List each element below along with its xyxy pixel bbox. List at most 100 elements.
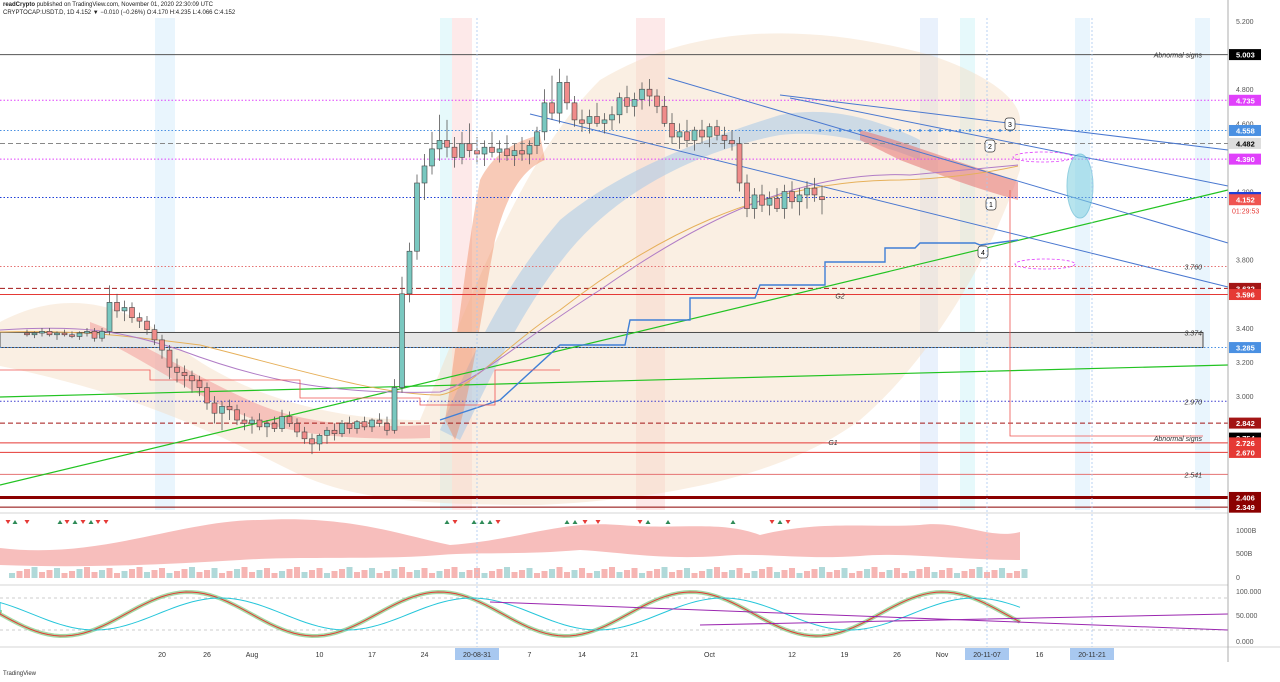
- candle[interactable]: [766, 191, 773, 216]
- candle[interactable]: [264, 420, 270, 438]
- price-label[interactable]: 4.152: [1229, 194, 1261, 206]
- candle[interactable]: [84, 327, 90, 337]
- candle[interactable]: [166, 345, 173, 380]
- candle[interactable]: [669, 113, 675, 144]
- price-label[interactable]: 4.735: [1229, 94, 1261, 106]
- price-label[interactable]: 3.632: [1229, 282, 1261, 294]
- candle[interactable]: [511, 143, 518, 166]
- candle[interactable]: [339, 420, 345, 438]
- candle[interactable]: [331, 423, 338, 441]
- candle[interactable]: [121, 300, 128, 322]
- candlesticks[interactable]: [24, 68, 825, 455]
- candle[interactable]: [256, 413, 263, 431]
- candle[interactable]: [444, 119, 450, 158]
- candle[interactable]: [699, 119, 705, 144]
- candle[interactable]: [579, 109, 585, 132]
- candle[interactable]: [46, 327, 53, 337]
- candle[interactable]: [534, 126, 540, 155]
- candle[interactable]: [106, 285, 113, 335]
- candle[interactable]: [691, 126, 698, 151]
- candle[interactable]: [819, 185, 825, 215]
- candle[interactable]: [361, 416, 368, 431]
- candle[interactable]: [189, 370, 195, 393]
- candle[interactable]: [684, 119, 690, 148]
- candle[interactable]: [151, 324, 158, 345]
- candle[interactable]: [406, 242, 413, 303]
- candle[interactable]: [174, 358, 180, 383]
- candle[interactable]: [61, 329, 68, 337]
- candle[interactable]: [564, 75, 570, 110]
- candle[interactable]: [804, 181, 810, 209]
- candle[interactable]: [504, 135, 510, 161]
- candle[interactable]: [39, 327, 45, 337]
- candle[interactable]: [414, 174, 420, 260]
- candle[interactable]: [811, 177, 818, 202]
- price-label[interactable]: 2.842: [1229, 417, 1261, 429]
- candle[interactable]: [159, 334, 165, 359]
- price-label[interactable]: 4.558: [1229, 124, 1261, 136]
- candle[interactable]: [541, 89, 548, 141]
- candle[interactable]: [654, 89, 660, 114]
- price-label[interactable]: 2.670: [1229, 446, 1261, 458]
- candle[interactable]: [181, 365, 188, 388]
- price-label[interactable]: 4.482: [1229, 137, 1261, 149]
- candle[interactable]: [76, 331, 83, 340]
- candle[interactable]: [556, 68, 563, 124]
- candle[interactable]: [54, 331, 60, 340]
- candle[interactable]: [91, 327, 98, 342]
- price-label[interactable]: 2.406: [1229, 491, 1261, 503]
- candle[interactable]: [144, 316, 150, 335]
- candle[interactable]: [706, 123, 713, 148]
- candle[interactable]: [241, 413, 248, 431]
- candle[interactable]: [774, 188, 780, 212]
- candle[interactable]: [271, 416, 278, 432]
- candle[interactable]: [211, 396, 218, 424]
- candle[interactable]: [136, 312, 143, 328]
- candle[interactable]: [624, 85, 630, 114]
- candle[interactable]: [549, 75, 555, 120]
- candle[interactable]: [526, 140, 533, 165]
- price-label[interactable]: 4.390: [1229, 153, 1261, 165]
- candle[interactable]: [481, 140, 488, 166]
- candle[interactable]: [391, 379, 398, 434]
- price-label[interactable]: 5.003: [1229, 49, 1261, 61]
- candle[interactable]: [489, 131, 495, 158]
- candle[interactable]: [301, 426, 308, 444]
- candle[interactable]: [436, 114, 443, 161]
- candle[interactable]: [736, 136, 743, 192]
- candle[interactable]: [354, 420, 360, 434]
- candle[interactable]: [114, 293, 120, 318]
- candle[interactable]: [384, 416, 390, 436]
- candle[interactable]: [316, 433, 323, 451]
- candle[interactable]: [451, 136, 458, 168]
- candle[interactable]: [234, 404, 240, 426]
- candle[interactable]: [721, 126, 728, 149]
- candle[interactable]: [586, 109, 593, 134]
- candle[interactable]: [616, 92, 623, 124]
- price-label[interactable]: 2.349: [1229, 501, 1261, 513]
- candle[interactable]: [519, 136, 525, 161]
- candle[interactable]: [219, 401, 225, 431]
- candle[interactable]: [31, 331, 38, 339]
- candle[interactable]: [279, 409, 285, 432]
- candle[interactable]: [226, 399, 233, 421]
- candle[interactable]: [346, 416, 353, 434]
- candle[interactable]: [496, 140, 503, 163]
- candle[interactable]: [429, 131, 435, 175]
- candle[interactable]: [369, 418, 375, 432]
- candle[interactable]: [714, 119, 720, 141]
- candle[interactable]: [676, 123, 683, 149]
- candle[interactable]: [631, 92, 638, 117]
- candle[interactable]: [249, 416, 255, 434]
- price-axis[interactable]: 5.2004.8004.6004.2003.8003.4003.2003.000…: [1227, 0, 1280, 662]
- price-label[interactable]: 2.726: [1229, 437, 1261, 449]
- candle[interactable]: [744, 174, 750, 218]
- candle[interactable]: [309, 433, 315, 455]
- candle[interactable]: [324, 426, 330, 444]
- candle[interactable]: [751, 188, 758, 219]
- candle[interactable]: [421, 154, 428, 201]
- candle[interactable]: [466, 123, 473, 158]
- candle[interactable]: [459, 131, 465, 165]
- candle[interactable]: [639, 82, 645, 110]
